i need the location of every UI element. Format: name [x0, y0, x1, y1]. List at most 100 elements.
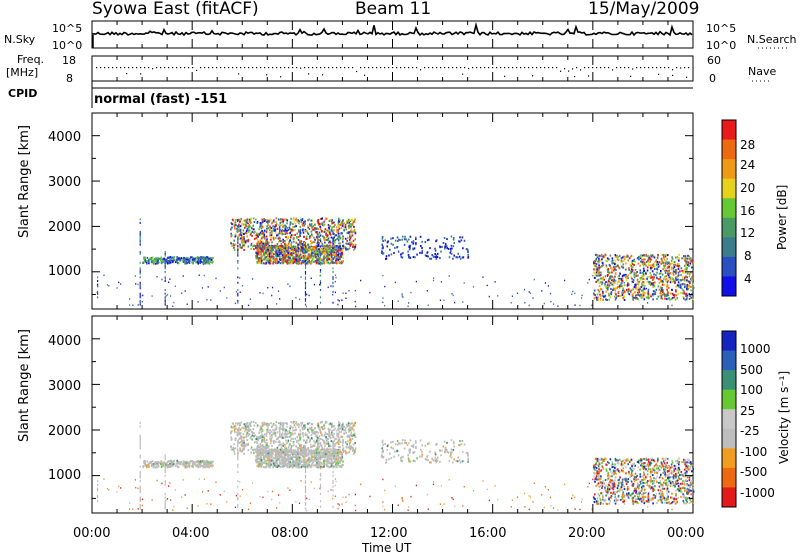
- power-cell: [290, 218, 292, 220]
- power-cell: [235, 236, 237, 238]
- power-cell: [659, 261, 661, 263]
- power-cell: [192, 259, 194, 261]
- velocity-cell: [241, 427, 243, 429]
- power-cell: [681, 257, 683, 259]
- power-cell: [610, 255, 612, 257]
- power-cell: [240, 292, 241, 294]
- power-cell: [402, 236, 404, 238]
- power-cell: [332, 233, 333, 235]
- velocity-cell: [293, 422, 295, 424]
- power-cell: [292, 226, 294, 228]
- velocity-cell: [324, 464, 326, 466]
- power-cell: [395, 240, 397, 242]
- power-cell: [645, 265, 647, 267]
- power-cell: [595, 273, 597, 275]
- velocity-cell: [261, 434, 263, 436]
- power-cell: [237, 226, 238, 228]
- power-cell: [603, 279, 605, 281]
- velocity-cell: [233, 443, 235, 445]
- power-cell: [641, 256, 643, 258]
- freq-dot: [300, 68, 301, 69]
- velocity-cell: [301, 425, 303, 427]
- power-cell: [647, 270, 649, 272]
- power-cell: [634, 287, 635, 289]
- power-cell: [237, 251, 238, 253]
- power-cell: [349, 242, 351, 244]
- power-cell: [325, 247, 327, 249]
- power-cell: [623, 260, 625, 262]
- velocity-cell: [262, 436, 264, 438]
- power-cell: [295, 242, 297, 244]
- power-cell: [643, 294, 645, 296]
- power-cell: [188, 261, 190, 263]
- power-cell: [332, 278, 333, 280]
- velocity-cell: [338, 443, 340, 445]
- velocity-cell: [319, 427, 321, 429]
- power-cell: [248, 305, 249, 307]
- power-cell: [693, 287, 695, 289]
- power-cell: [687, 284, 689, 286]
- power-cell: [622, 294, 624, 296]
- power-cell: [325, 232, 327, 234]
- power-cell: [687, 295, 688, 297]
- power-cell: [220, 290, 221, 292]
- velocity-cell: [342, 428, 344, 430]
- power-cell: [284, 243, 286, 245]
- power-cell: [609, 284, 611, 286]
- power-cell: [342, 237, 344, 239]
- power-cell: [656, 289, 658, 291]
- power-cell: [140, 242, 141, 244]
- power-cell: [264, 258, 266, 260]
- power-cell: [279, 256, 281, 258]
- power-cell: [649, 282, 650, 284]
- power-cell: [303, 221, 305, 223]
- power-cell: [391, 253, 393, 255]
- power-cell: [594, 277, 596, 279]
- power-cell: [318, 236, 320, 238]
- power-cell: [272, 246, 274, 248]
- power-cell: [270, 250, 272, 252]
- velocity-cell: [308, 447, 310, 449]
- power-cell: [614, 276, 616, 278]
- power-cell: [248, 221, 250, 223]
- velocity-cell: [343, 451, 345, 453]
- freq-dot: [516, 67, 517, 68]
- velocity-cell: [334, 445, 336, 447]
- power-cell: [689, 275, 691, 277]
- power-cell: [609, 265, 611, 267]
- power-cell: [323, 245, 325, 247]
- power-cell: [603, 264, 605, 266]
- velocity-cell: [351, 445, 353, 447]
- power-cell: [165, 271, 166, 273]
- power-cell: [204, 275, 205, 277]
- power-cell: [302, 218, 304, 220]
- power-cell: [140, 287, 141, 289]
- power-cell: [237, 293, 238, 295]
- freq-dot: [264, 67, 265, 68]
- power-cell: [652, 298, 654, 300]
- power-cell: [270, 263, 272, 265]
- power-cell: [297, 244, 299, 246]
- power-cell: [170, 256, 172, 258]
- power-cell: [296, 259, 298, 261]
- power-cell: [401, 239, 403, 241]
- power-cell: [449, 256, 451, 258]
- power-cell: [635, 269, 637, 271]
- power-cell: [280, 258, 282, 260]
- power-cell: [355, 232, 357, 234]
- power-cell: [293, 241, 295, 243]
- velocity-cell: [311, 437, 313, 439]
- velocity-cell: [269, 438, 271, 440]
- power-cell: [179, 258, 181, 260]
- velocity-cell: [263, 447, 265, 449]
- power-cell: [305, 287, 306, 289]
- freq-dot: [488, 67, 489, 68]
- power-cell: [389, 249, 391, 251]
- freq-dot: [628, 67, 629, 68]
- freq-dot: [688, 67, 689, 68]
- velocity-cell: [313, 440, 315, 442]
- power-cell: [297, 252, 299, 254]
- velocity-cell: [321, 421, 323, 423]
- power-cell: [305, 260, 306, 262]
- power-cell: [301, 262, 303, 264]
